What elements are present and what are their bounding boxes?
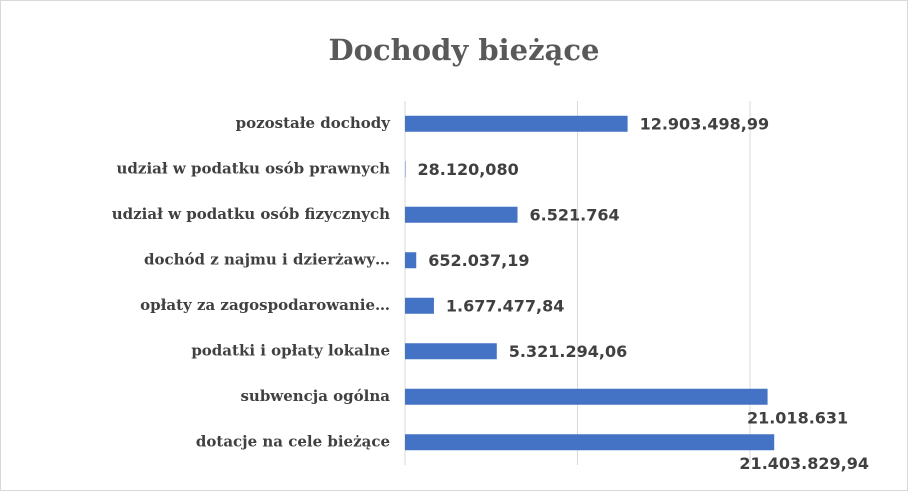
- bar: [405, 252, 417, 269]
- y-tick-label: opłaty za zagospodarowanie…: [140, 296, 390, 314]
- chart-title: Dochody bieżące: [329, 33, 600, 67]
- bar: [405, 297, 434, 314]
- bar: [405, 434, 775, 451]
- bar: [405, 206, 518, 223]
- data-label: 21.018.631: [747, 408, 848, 427]
- data-label: 12.903.498,99: [640, 114, 770, 133]
- bar: [405, 388, 768, 405]
- data-label: 652.037,19: [428, 251, 529, 270]
- y-tick-label: subwencja ogólna: [240, 387, 390, 405]
- y-tick-label: pozostałe dochody: [236, 114, 392, 132]
- bar: [405, 343, 497, 360]
- y-tick-label: udział w podatku osób fizycznych: [112, 205, 390, 223]
- y-tick-label: podatki i opłaty lokalne: [191, 341, 390, 359]
- data-label: 6.521.764: [530, 205, 620, 224]
- y-tick-label: udział w podatku osób prawnych: [117, 159, 391, 177]
- data-label: 1.677.477,84: [446, 296, 564, 315]
- data-label: 5.321.294,06: [509, 342, 627, 361]
- y-tick-label: dochód z najmu i dzierżawy…: [144, 250, 390, 268]
- data-label: 21.403.829,94: [739, 454, 869, 473]
- y-tick-label: dotacje na cele bieżące: [196, 432, 390, 450]
- bar: [405, 115, 628, 132]
- data-label: 28.120,080: [417, 160, 518, 179]
